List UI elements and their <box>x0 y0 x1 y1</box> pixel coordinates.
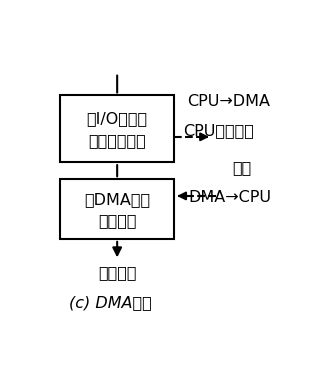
Text: 读DMA控制: 读DMA控制 <box>84 192 150 207</box>
Text: 器的状态: 器的状态 <box>98 213 136 228</box>
Text: 中断: 中断 <box>233 161 252 175</box>
Bar <box>60 179 174 239</box>
Bar <box>60 96 174 162</box>
Text: (c) DMA方式: (c) DMA方式 <box>69 295 152 310</box>
Text: CPU做其它事: CPU做其它事 <box>183 124 254 138</box>
Text: 向I/O控制器: 向I/O控制器 <box>87 111 148 126</box>
Text: 下条指令: 下条指令 <box>98 266 136 280</box>
Text: CPU→DMA: CPU→DMA <box>187 94 270 108</box>
Text: DMA→CPU: DMA→CPU <box>189 190 272 205</box>
Text: 发布读块命令: 发布读块命令 <box>88 133 146 148</box>
